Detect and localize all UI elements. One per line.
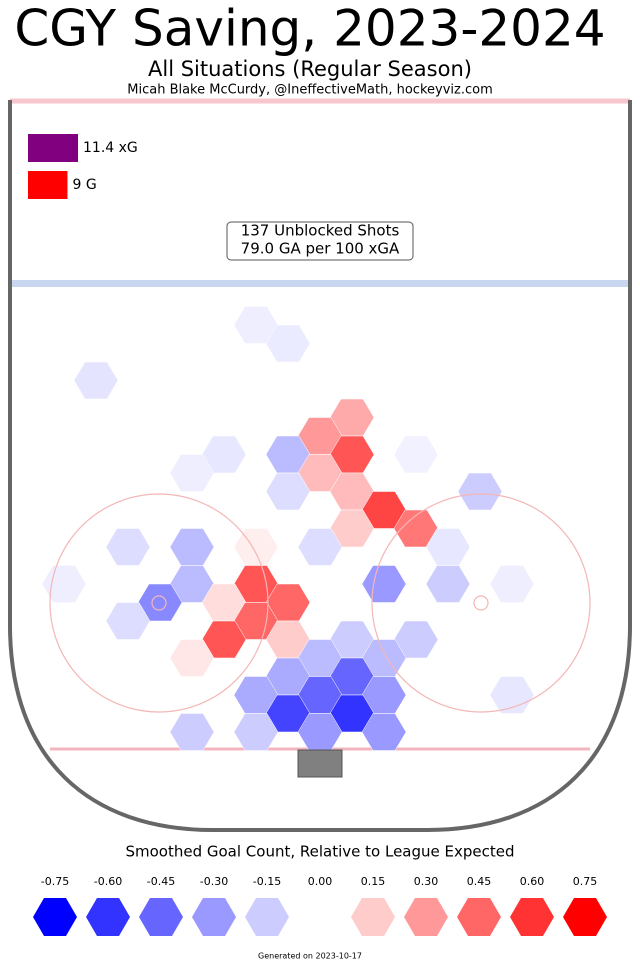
colorbar-swatch [86,898,130,936]
colorbar-tick-label: -0.15 [253,875,281,888]
hex [265,324,311,363]
hex [233,528,279,566]
chart-title: CGY Saving, 2023-2024 [14,0,605,58]
total-bar [28,171,68,199]
hex [297,528,343,566]
hex [233,713,279,751]
total-label: 9 G [72,177,96,193]
credit: Micah Blake McCurdy, @IneffectiveMath, h… [127,83,493,98]
hex [361,565,407,603]
summary-line: 137 Unblocked Shots [241,222,400,240]
hex [489,676,535,714]
blue-line [10,280,630,287]
hex-layer [41,306,535,751]
summary-line: 79.0 GA per 100 xGA [241,240,400,258]
hex [105,528,151,566]
hex [73,361,119,400]
hex [489,565,535,603]
colorbar-tick-label: 0.15 [361,875,386,888]
colorbar-tick-label: 0.75 [573,875,598,888]
colorbar-tick-label: 0.00 [308,875,333,888]
hex [169,528,215,566]
hex [169,639,215,677]
colorbar-tick-label: 0.60 [520,875,545,888]
colorbar-swatch [404,898,448,936]
hex [457,472,503,511]
hex [169,713,215,751]
footer: Generated on 2023-10-17 [258,952,362,961]
hex [265,472,311,511]
subtitle: All Situations (Regular Season) [148,57,472,81]
colorbar-swatch [510,898,554,936]
total-bar [28,134,78,162]
colorbar-swatch [457,898,501,936]
colorbar-swatch [563,898,607,936]
colorbar-swatch [139,898,183,936]
colorbar-tick-label: -0.45 [147,875,175,888]
hex [425,528,471,566]
hex [105,602,151,640]
colorbar-swatch [192,898,236,936]
colorbar-tick-label: -0.75 [41,875,69,888]
colorbar-tick-label: 0.30 [414,875,439,888]
colorbar-swatch [351,898,395,936]
hex [361,713,407,751]
hex [41,565,87,603]
colorbar-swatch [33,898,77,936]
faceoff-dot [151,595,167,611]
total-label: 11.4 xG [83,140,138,156]
hex [393,435,439,474]
faceoff-circle [371,493,591,713]
colorbar-swatch [245,898,289,936]
net [297,749,343,778]
hex [425,565,471,603]
faceoff-circle [49,493,269,713]
colorbar-title: Smoothed Goal Count, Relative to League … [125,843,514,861]
colorbar-swatch [298,898,342,936]
faceoff-dot [473,595,489,611]
colorbar-tick-label: -0.60 [94,875,122,888]
rink-boards [8,100,632,832]
colorbar-tick-label: -0.30 [200,875,228,888]
hex [169,454,215,492]
summary-box [226,221,414,261]
colorbar-tick-label: 0.45 [467,875,492,888]
